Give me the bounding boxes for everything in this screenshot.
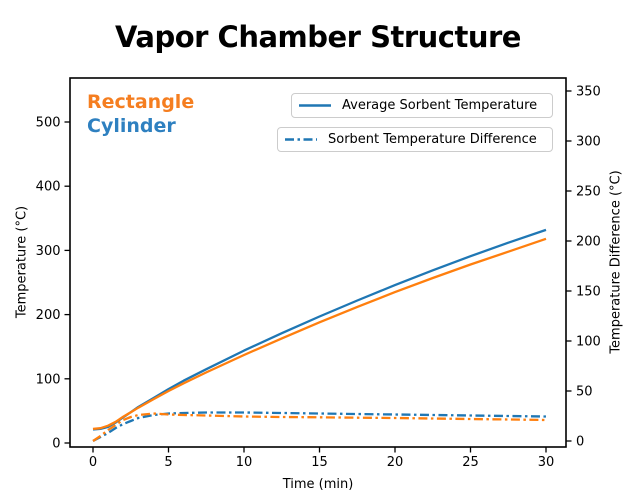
x-tick-label: 15 xyxy=(311,455,328,470)
annotation-cylinder: Cylinder xyxy=(87,115,176,137)
x-tick-label: 0 xyxy=(89,455,97,470)
x-tick-label: 10 xyxy=(236,455,253,470)
y-left-tick-label: 300 xyxy=(36,244,61,259)
y-axis-right-label: Temperature Difference (°C) xyxy=(608,170,624,354)
series-cylinder-difference-line xyxy=(92,411,547,443)
series-rectangle-difference-line xyxy=(92,412,547,442)
y-left-tick-label: 200 xyxy=(36,308,61,323)
y-right-tick-label: 50 xyxy=(576,385,593,400)
x-tick-label: 20 xyxy=(387,455,404,470)
legend-label: Average Sorbent Temperature xyxy=(342,98,538,113)
y-left-tick-label: 100 xyxy=(36,372,61,387)
y-left-tick-label: 400 xyxy=(36,180,61,195)
y-right-tick-label: 300 xyxy=(576,135,601,150)
x-tick-label: 30 xyxy=(538,455,555,470)
y-right-tick-label: 150 xyxy=(576,285,601,300)
y-right-tick-label: 0 xyxy=(576,435,584,450)
series-rectangle-temperature-line xyxy=(92,237,547,431)
y-right-tick-label: 200 xyxy=(576,235,601,250)
plot-border xyxy=(69,77,567,448)
y-axis-left-label: Temperature (°C) xyxy=(14,205,30,319)
chart-title: Vapor Chamber Structure xyxy=(115,20,521,54)
y-right-tick-label: 250 xyxy=(576,185,601,200)
dashdot-line-icon xyxy=(285,138,317,141)
y-left-tick-label: 0 xyxy=(52,437,60,452)
annotation-rectangle: Rectangle xyxy=(87,91,195,113)
y-right-tick-label: 350 xyxy=(576,85,601,100)
legend-average-sorbent-temperature: Average Sorbent Temperature xyxy=(291,93,553,118)
legend-sorbent-temperature-difference: Sorbent Temperature Difference xyxy=(277,127,553,152)
x-tick-label: 25 xyxy=(462,455,479,470)
legend-label: Sorbent Temperature Difference xyxy=(328,132,537,147)
x-tick-label: 5 xyxy=(164,455,172,470)
series-cylinder-temperature-line xyxy=(92,228,547,431)
solid-line-icon xyxy=(299,104,331,107)
y-left-tick-label: 500 xyxy=(36,116,61,131)
y-right-tick-label: 100 xyxy=(576,335,601,350)
x-axis-label: Time (min) xyxy=(282,477,354,492)
